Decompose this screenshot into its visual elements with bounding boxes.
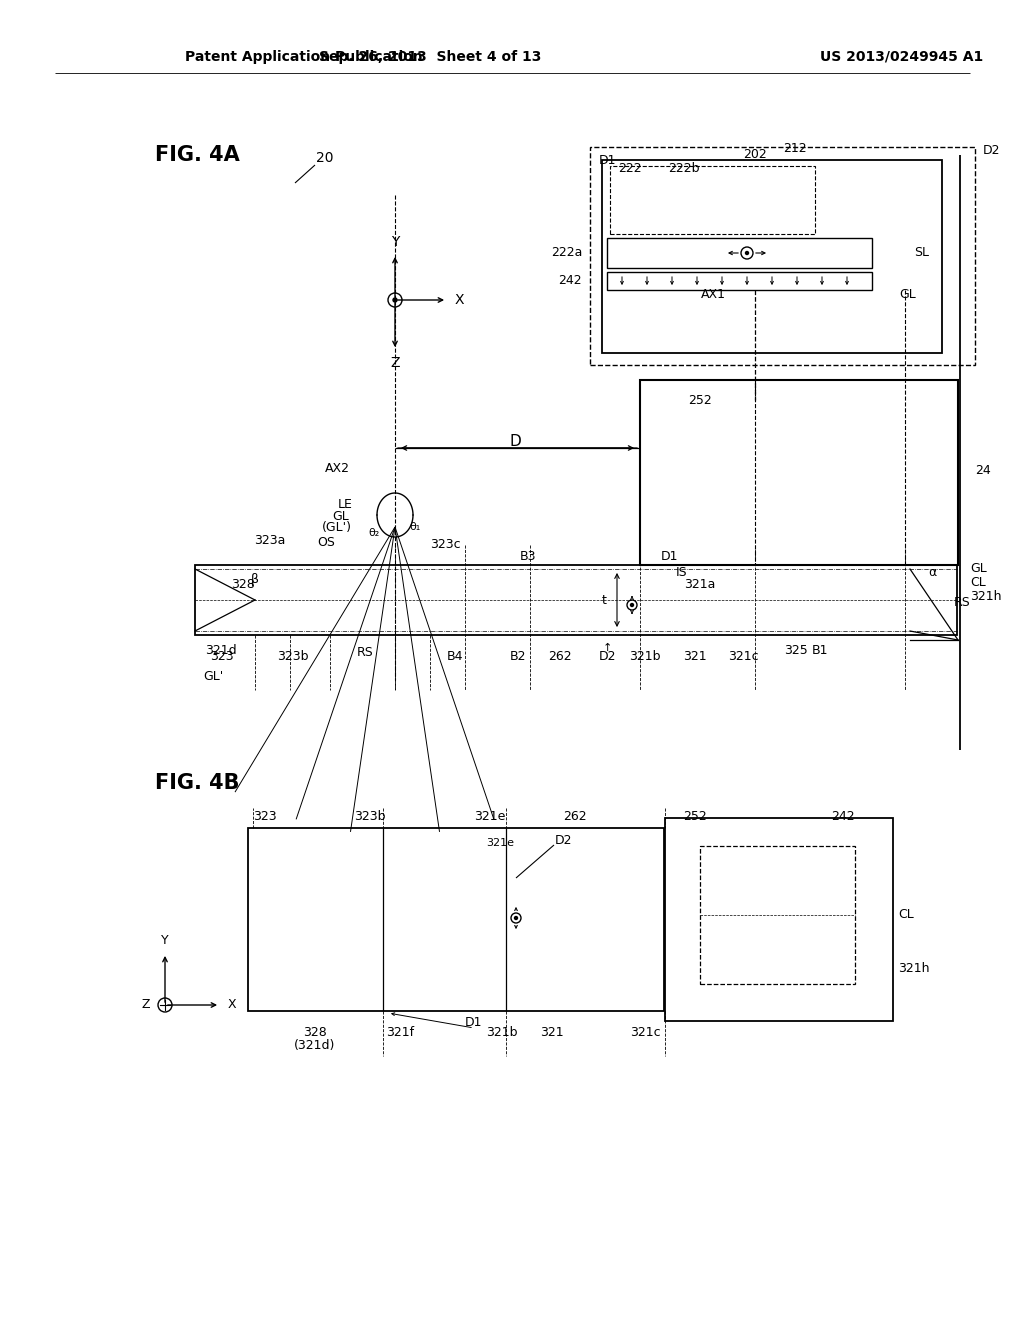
Text: RS: RS: [356, 647, 374, 660]
Text: t: t: [601, 594, 606, 606]
Text: 222b: 222b: [668, 161, 699, 174]
Text: 242: 242: [558, 275, 582, 288]
Circle shape: [745, 252, 749, 255]
Text: (GL'): (GL'): [322, 521, 352, 535]
Text: 252: 252: [688, 393, 712, 407]
Text: 321e: 321e: [474, 809, 506, 822]
Text: 321: 321: [683, 651, 707, 664]
Text: FIG. 4B: FIG. 4B: [155, 774, 240, 793]
Text: GL': GL': [203, 671, 223, 684]
Text: 321a: 321a: [684, 578, 716, 591]
Text: AX2: AX2: [325, 462, 349, 474]
Text: α: α: [928, 566, 936, 579]
Bar: [610, 166, 815, 234]
Text: GL: GL: [970, 561, 987, 574]
Text: 325: 325: [784, 644, 808, 657]
Text: RS: RS: [953, 597, 971, 610]
Text: GL: GL: [333, 511, 349, 524]
Text: D2: D2: [983, 144, 1000, 157]
Text: GL: GL: [900, 289, 916, 301]
Text: FIG. 4A: FIG. 4A: [155, 145, 240, 165]
Text: LE: LE: [338, 499, 352, 511]
Text: US 2013/0249945 A1: US 2013/0249945 A1: [820, 50, 983, 63]
Text: 262: 262: [563, 809, 587, 822]
Text: 321f: 321f: [386, 1027, 414, 1040]
Text: 222a: 222a: [552, 247, 583, 260]
Text: 242: 242: [831, 809, 855, 822]
Text: 321h: 321h: [970, 590, 1001, 603]
Text: (321d): (321d): [294, 1039, 336, 1052]
Text: β: β: [251, 573, 259, 586]
Text: 323b: 323b: [278, 651, 309, 664]
Text: B4: B4: [446, 651, 463, 664]
Text: Z: Z: [141, 998, 150, 1011]
Bar: [607, 272, 872, 290]
Text: 24: 24: [975, 463, 991, 477]
Text: X: X: [227, 998, 237, 1011]
Text: B1: B1: [812, 644, 828, 657]
Text: X: X: [455, 293, 464, 308]
Text: 321: 321: [541, 1027, 564, 1040]
Text: Z: Z: [390, 356, 399, 370]
Circle shape: [514, 916, 517, 920]
Bar: [665, 818, 893, 1020]
Bar: [607, 238, 872, 268]
Text: 321b: 321b: [486, 1027, 518, 1040]
Text: D1: D1: [662, 550, 679, 564]
Text: 321e: 321e: [486, 838, 514, 847]
Bar: [248, 828, 664, 1011]
Bar: [590, 147, 975, 366]
Text: 328: 328: [303, 1027, 327, 1040]
Bar: [700, 846, 855, 983]
Text: SL: SL: [914, 247, 930, 260]
Text: AX1: AX1: [700, 289, 725, 301]
Text: 323a: 323a: [254, 533, 286, 546]
Text: 321h: 321h: [898, 962, 930, 975]
Text: Y: Y: [391, 235, 399, 249]
Text: B3: B3: [520, 550, 537, 564]
Text: B2: B2: [510, 651, 526, 664]
Text: D: D: [509, 433, 521, 449]
Text: 262: 262: [548, 651, 571, 664]
Bar: [640, 380, 958, 565]
Text: 20: 20: [316, 150, 334, 165]
Circle shape: [631, 603, 634, 606]
Text: 321b: 321b: [630, 651, 660, 664]
Text: CL: CL: [898, 908, 913, 921]
Text: Patent Application Publication: Patent Application Publication: [185, 50, 423, 63]
Text: 323b: 323b: [354, 809, 386, 822]
Text: 212: 212: [783, 141, 807, 154]
Text: D2: D2: [598, 649, 615, 663]
Text: 321c: 321c: [630, 1027, 660, 1040]
Text: OS: OS: [317, 536, 335, 549]
Text: θ₁: θ₁: [410, 521, 421, 532]
Text: Y: Y: [161, 933, 169, 946]
Text: 323: 323: [210, 651, 233, 664]
Text: 202: 202: [743, 149, 767, 161]
Text: 321d: 321d: [205, 644, 237, 656]
Text: 252: 252: [683, 809, 707, 822]
Text: 328: 328: [231, 578, 255, 591]
Bar: [602, 160, 942, 352]
Text: ↑: ↑: [602, 643, 611, 653]
Text: D1: D1: [598, 153, 615, 166]
Text: Sep. 26, 2013  Sheet 4 of 13: Sep. 26, 2013 Sheet 4 of 13: [318, 50, 542, 63]
Text: 321c: 321c: [728, 651, 759, 664]
Text: 323c: 323c: [430, 539, 461, 552]
Text: D2: D2: [554, 833, 571, 846]
Text: 323: 323: [253, 809, 276, 822]
Circle shape: [393, 298, 397, 302]
Bar: [195, 565, 957, 635]
Text: θ₂: θ₂: [369, 528, 380, 539]
Text: 222: 222: [618, 161, 642, 174]
Text: CL: CL: [970, 576, 986, 589]
Text: IS: IS: [676, 566, 688, 579]
Text: D1: D1: [465, 1016, 482, 1030]
